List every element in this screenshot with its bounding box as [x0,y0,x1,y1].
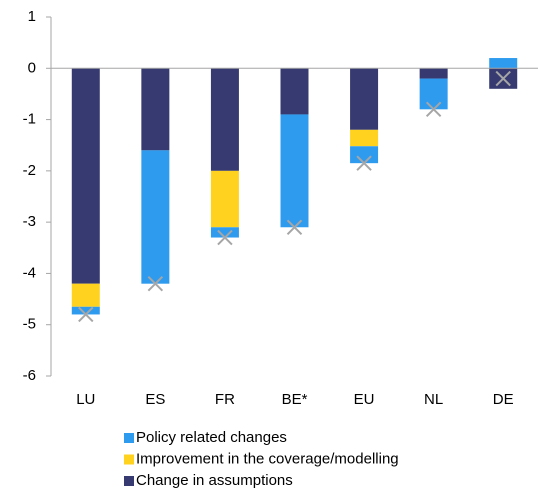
bar-segment [210,227,239,238]
y-tick-label: -3 [23,213,36,230]
x-tick-label: BE* [282,391,308,408]
legend-label: Change in assumptions [136,472,293,489]
total-marker [147,275,164,292]
x-tick-label: NL [424,391,443,408]
total-marker [495,70,511,87]
y-tick-label: -4 [23,264,36,281]
y-tick-label: -5 [23,316,36,333]
y-tick-label: 0 [28,59,36,76]
y-tick-label: -2 [23,162,36,179]
bar-segment [141,68,170,151]
x-tick-label: LU [76,391,95,408]
bar-segment [141,150,170,284]
bar-segment [280,68,309,115]
total-marker [217,229,233,246]
total-marker [425,101,442,118]
legend-label: Policy related changes [136,429,287,446]
bar-segment [71,283,100,307]
x-tick-label: EU [354,391,375,408]
bar-segment [489,58,518,69]
bar-segment [350,68,379,130]
x-tick-label: DE [493,391,514,408]
total-marker [286,219,303,235]
bar-segment [280,114,309,228]
bar-segment [210,170,239,228]
x-tick-label: ES [145,391,165,408]
legend-label: Improvement in the coverage/modelling [136,450,399,467]
total-marker [356,155,372,171]
total-marker [78,306,94,323]
bar-segment [71,68,100,284]
bar-segment [419,68,448,79]
y-tick-label: -1 [23,111,36,128]
bar-segment [350,146,379,164]
y-tick-label: 1 [28,8,36,25]
bar-segment [71,306,100,315]
legend-swatch [124,454,134,465]
legend-swatch [124,476,134,486]
bar-segment [419,78,448,110]
x-tick-label: FR [215,391,235,408]
y-tick-label: -6 [23,367,36,384]
bar-segment [350,129,379,147]
bar-segment [210,68,239,171]
legend-swatch [124,433,134,443]
